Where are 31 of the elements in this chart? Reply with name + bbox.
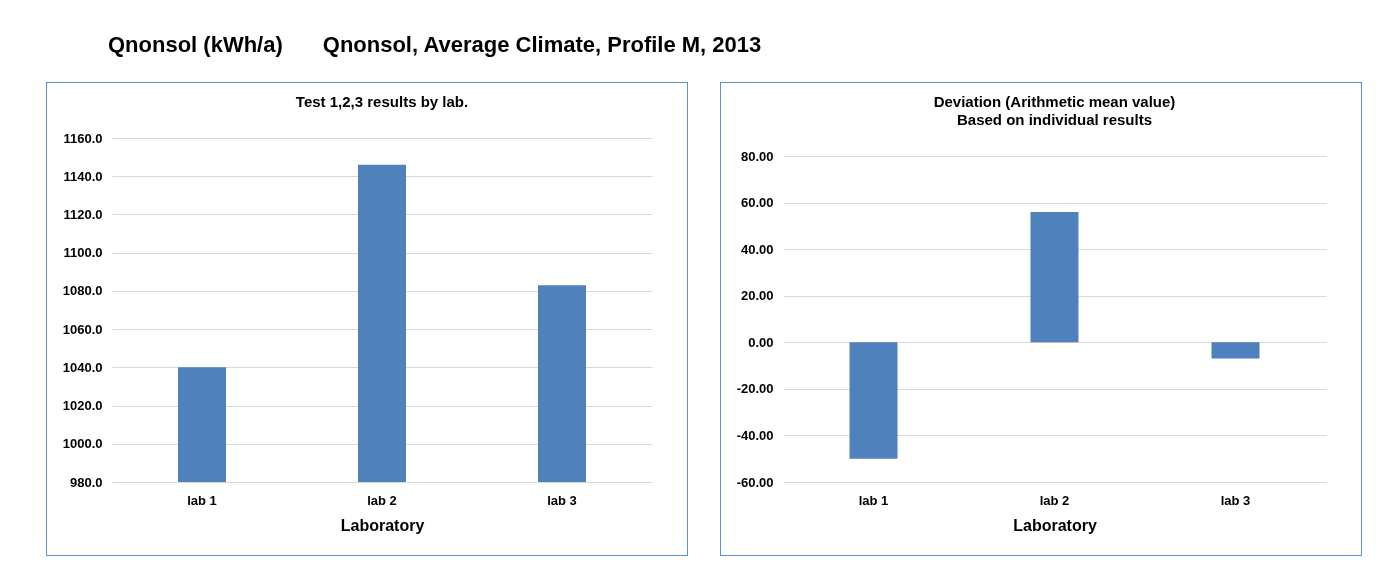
chart-title: Deviation (Arithmetic mean value) [933, 93, 1176, 110]
x-tick-label: lab 2 [1039, 492, 1070, 508]
x-tick-label: lab 2 [367, 492, 397, 508]
chart-subtitle: Based on individual results [956, 111, 1153, 128]
y-tick-label: 1000.0 [62, 436, 103, 452]
x-axis-title: Laboratory [340, 516, 425, 534]
y-tick-label: 20.00 [740, 288, 774, 304]
x-tick-label: lab 1 [858, 492, 889, 508]
y-tick-label: -60.00 [736, 474, 774, 490]
y-tick-label: 0.00 [748, 334, 774, 350]
y-tick-label: 1100.0 [63, 245, 103, 261]
y-tick-label: 1140.0 [63, 168, 103, 184]
x-tick-label: lab 3 [1220, 492, 1251, 508]
y-tick-label: 1120.0 [63, 206, 103, 222]
x-tick-label: lab 1 [187, 492, 217, 508]
chart-title: Test 1,2,3 results by lab. [295, 93, 469, 110]
y-tick-label: 1060.0 [62, 321, 103, 337]
y-tick-label: 1020.0 [62, 398, 103, 414]
y-tick-label: -40.00 [736, 427, 774, 443]
y-tick-label: 1040.0 [62, 359, 103, 375]
y-tick-label: -20.00 [736, 381, 774, 397]
x-tick-label: lab 3 [547, 492, 577, 508]
y-tick-label: 80.00 [740, 148, 774, 164]
y-tick-label: 1080.0 [62, 283, 103, 299]
y-tick-label: 980.0 [69, 474, 103, 490]
y-tick-label: 1160.0 [63, 130, 103, 146]
text: Qnonsol, Average Climate, Profile M, 2013 [322, 32, 762, 57]
y-tick-label: 40.00 [740, 241, 774, 257]
y-tick-label: 60.00 [740, 195, 774, 211]
x-axis-title: Laboratory [1013, 516, 1097, 534]
text: Qnonsol (kWh/a) [108, 32, 283, 57]
